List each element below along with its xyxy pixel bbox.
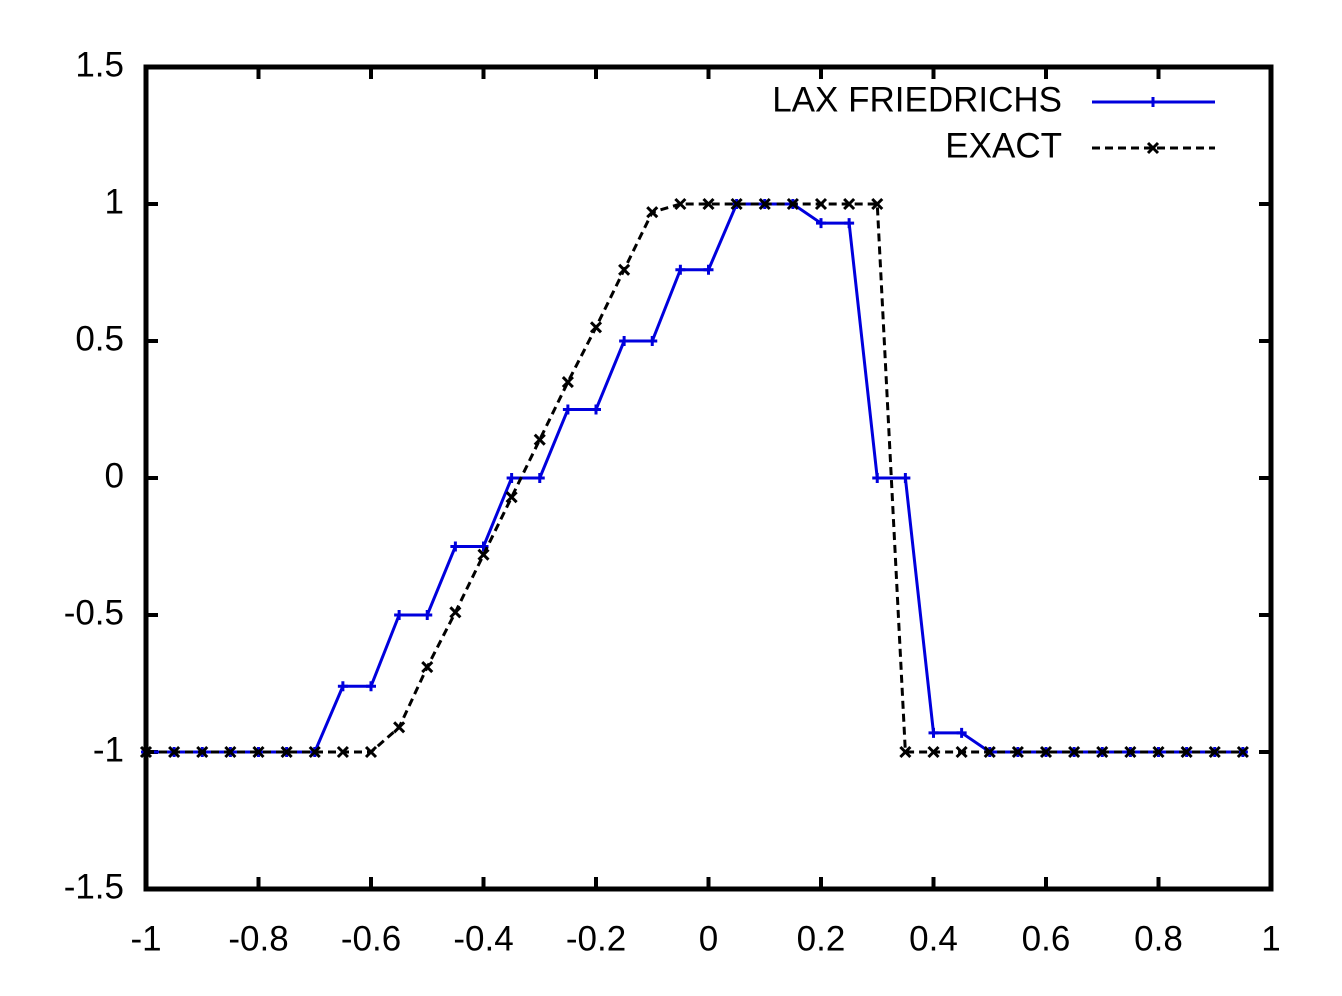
marker [393,721,406,734]
marker [252,745,265,759]
legend-label: LAX FRIEDRICHS [772,80,1062,119]
marker [562,404,573,415]
x-tick-label: 1 [1261,919,1280,958]
marker [871,197,884,211]
marker [534,473,545,483]
marker [477,548,490,561]
marker [589,321,603,334]
marker [956,727,967,738]
legend-label: EXACT [945,126,1062,165]
marker [674,197,687,211]
marker [730,197,743,211]
marker [1208,745,1221,759]
x-tick-label: -0.2 [566,919,626,958]
y-tick-label: -0.5 [64,593,124,632]
marker [703,264,714,275]
marker [1011,745,1024,759]
marker [675,264,686,275]
y-tick-label: -1 [93,730,124,769]
marker [899,745,912,759]
marker [618,263,631,276]
marker [900,473,911,483]
marker [928,727,939,738]
marker [449,606,462,619]
marker [1146,141,1160,155]
marker [619,336,630,346]
marker [337,681,348,692]
x-tick-label: 0.4 [909,919,958,958]
x-tick-label: -0.6 [341,919,401,958]
x-tick-label: 0.6 [1022,919,1071,958]
marker [843,197,856,211]
marker [478,541,489,552]
marker [561,376,574,389]
marker [786,197,799,211]
x-tick-label: -0.8 [228,919,288,958]
marker [1180,745,1193,759]
marker [758,197,771,211]
marker [394,610,405,620]
marker [168,745,181,759]
x-tick-label: 0 [699,919,718,958]
marker [927,745,940,759]
x-tick-label: -0.4 [453,919,513,958]
y-tick-label: -1.5 [64,867,124,906]
marker [1152,745,1165,759]
marker [422,610,433,620]
marker [983,745,996,759]
marker [1124,745,1137,759]
marker [308,745,321,759]
y-tick-label: 0 [105,456,124,495]
marker [1096,745,1109,759]
marker [533,433,546,446]
marker [196,745,209,759]
marker [1236,745,1249,759]
series-line [146,202,1243,754]
marker [591,404,601,415]
marker [421,660,434,674]
x-tick-label: 0.2 [797,919,846,958]
y-tick-label: 0.5 [75,319,124,358]
x-tick-label: -1 [130,919,161,958]
marker [702,197,715,211]
marker [1068,745,1081,759]
marker [814,197,828,211]
marker [366,681,376,692]
marker [505,491,518,504]
marker [872,473,883,483]
series-line [146,202,1243,754]
marker [647,336,658,346]
marker [224,745,237,759]
y-tick-label: 1.5 [75,45,124,84]
y-tick-label: 1 [105,182,124,221]
marker [1039,745,1053,759]
marker [364,745,378,759]
marker [844,218,855,229]
marker [1148,97,1158,107]
marker [646,206,659,219]
x-tick-label: 0.8 [1134,919,1183,958]
marker [506,473,517,483]
plot-frame [143,64,1274,892]
marker [450,541,461,552]
marker [336,745,349,759]
marker [280,745,293,759]
marker [816,218,826,229]
marker [955,745,968,759]
